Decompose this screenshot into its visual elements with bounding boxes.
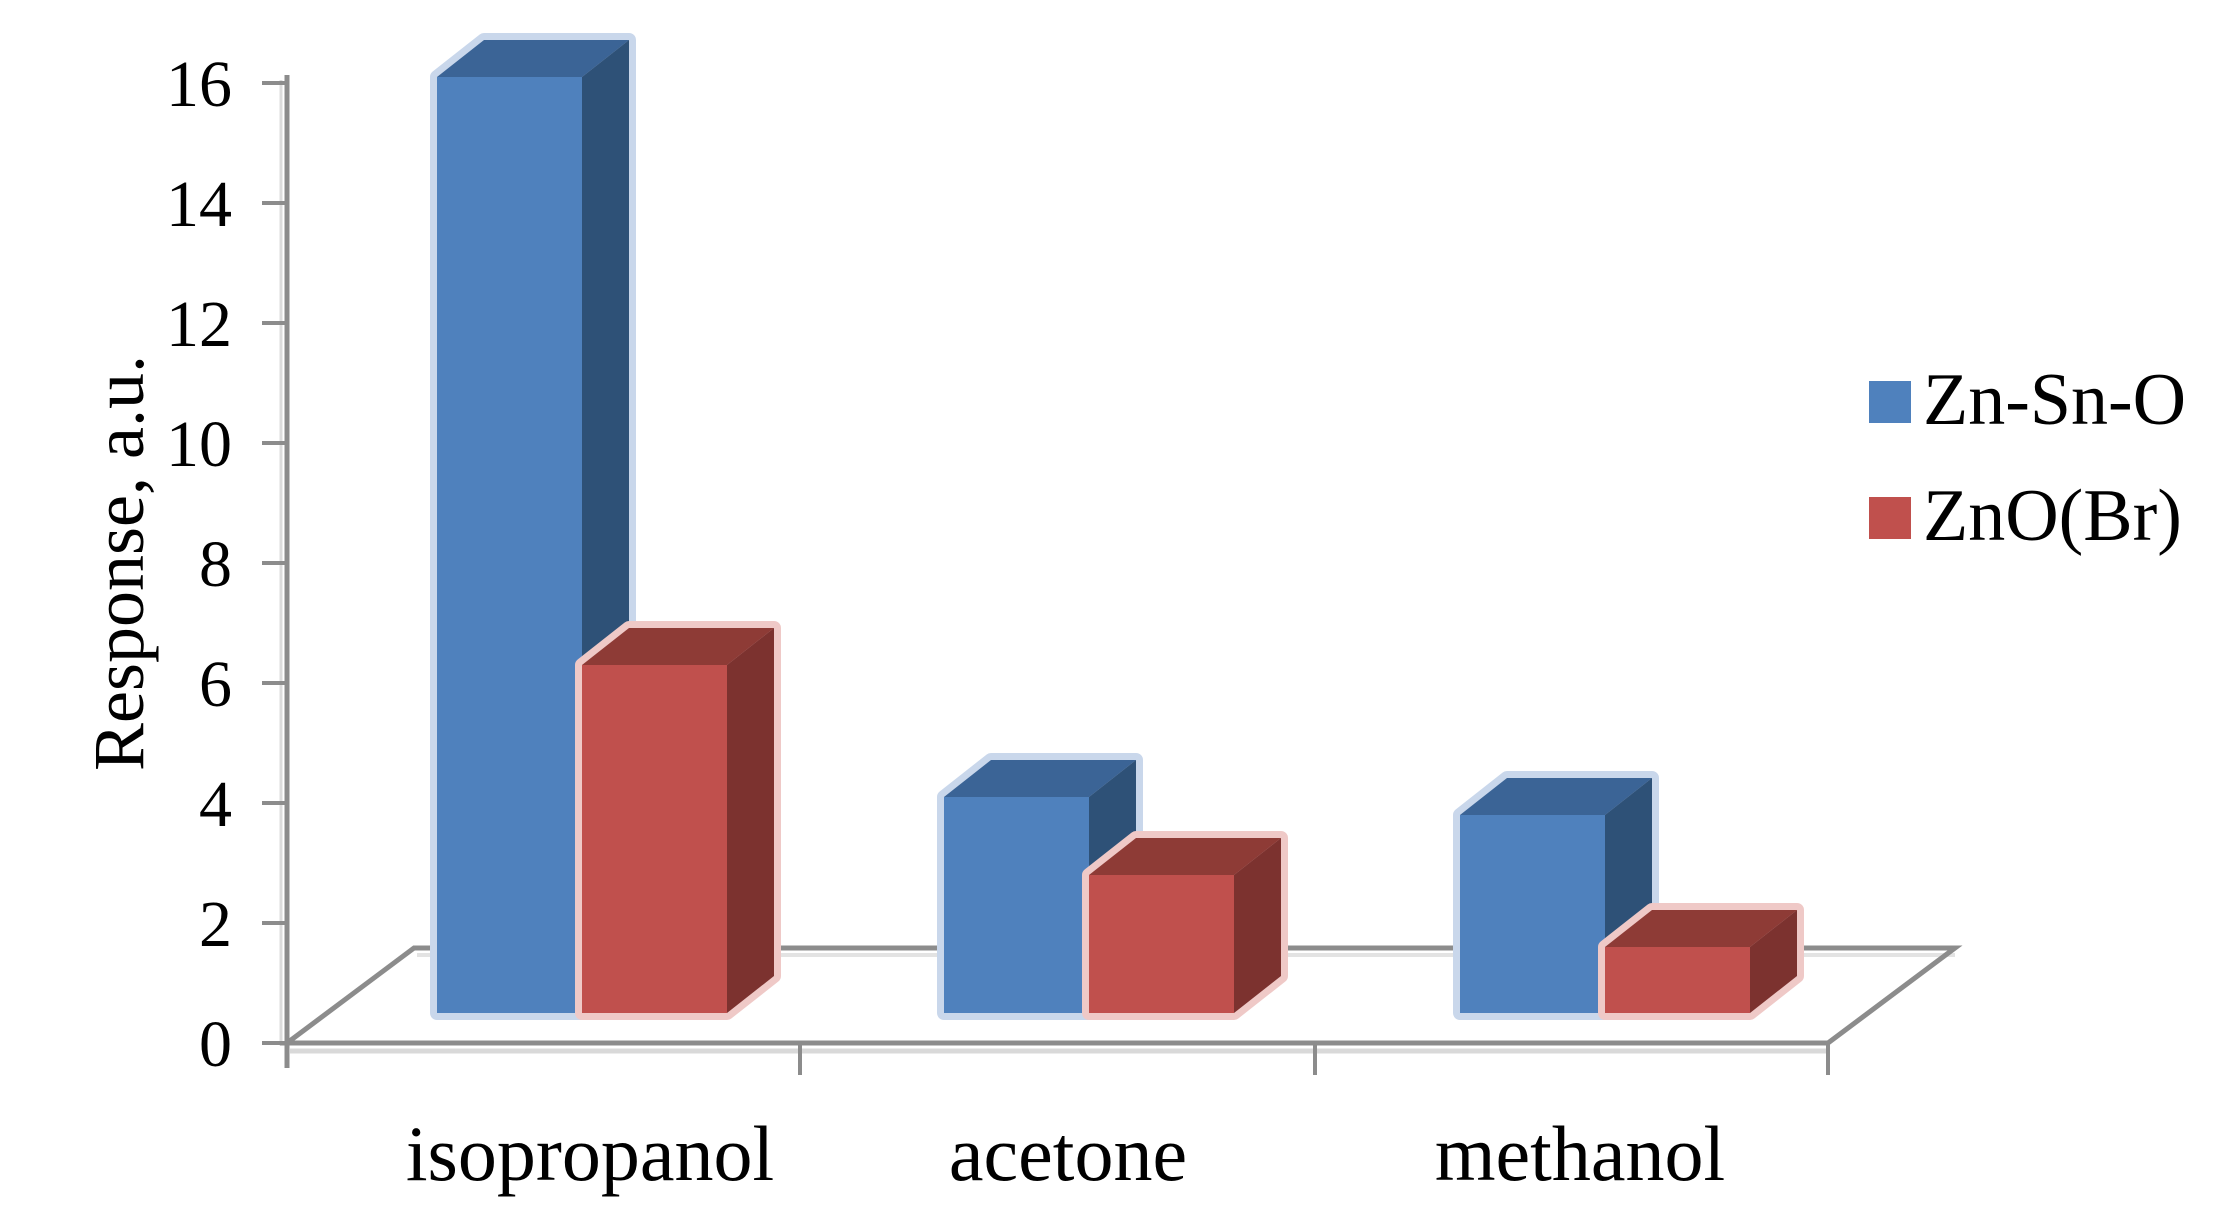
bar-top-face <box>1460 778 1652 815</box>
y-axis: 0 2 4 6 8 10 12 14 16 <box>166 48 1830 1081</box>
y-tick-label-8: 8 <box>199 528 232 601</box>
legend-swatch-zn-sn-o <box>1869 381 1911 423</box>
y-tick-label-2: 2 <box>199 888 232 961</box>
y-tick-label-0: 0 <box>199 1008 232 1081</box>
bar-front-face <box>944 797 1089 1013</box>
bar-front-face <box>1605 947 1750 1013</box>
bar-top-face <box>1089 838 1281 875</box>
bar-front-face <box>1460 815 1605 1013</box>
bar-top-face <box>582 628 774 665</box>
bar-side-face <box>1234 838 1281 1013</box>
bar-zno-br-acetone <box>1082 831 1288 1020</box>
bar-side-face <box>727 628 774 1013</box>
bar-side-face <box>1750 910 1797 1013</box>
legend-label-zno-br: ZnO(Br) <box>1923 475 2182 557</box>
bars <box>430 33 1804 1020</box>
y-tick-label-14: 14 <box>166 168 232 241</box>
x-category-label-acetone: acetone <box>949 1110 1187 1197</box>
bar-top-face <box>437 40 629 77</box>
y-tick-label-12: 12 <box>166 288 232 361</box>
bar-front-face <box>437 77 582 1013</box>
bar-top-face <box>1605 910 1797 947</box>
legend-label-zn-sn-o: Zn-Sn-O <box>1923 359 2186 441</box>
y-tick-label-6: 6 <box>199 648 232 721</box>
x-category-label-isopropanol: isopropanol <box>406 1110 774 1197</box>
y-axis-title: Response, a.u. <box>79 355 159 771</box>
bar-zno-br-methanol <box>1598 903 1804 1020</box>
legend-swatch-zno-br <box>1869 497 1911 539</box>
bar-front-face <box>1089 875 1234 1013</box>
y-tick-label-16: 16 <box>166 48 232 121</box>
y-tick-label-10: 10 <box>166 408 232 481</box>
bar-top-face <box>944 760 1136 797</box>
legend: Zn-Sn-O ZnO(Br) <box>1869 359 2186 557</box>
bar-zno-br-isopropanol <box>575 621 781 1020</box>
y-tick-label-4: 4 <box>199 768 232 841</box>
x-category-labels: isopropanol acetone methanol <box>406 1110 1725 1197</box>
x-category-label-methanol: methanol <box>1435 1110 1725 1197</box>
bar-front-face <box>582 665 727 1013</box>
